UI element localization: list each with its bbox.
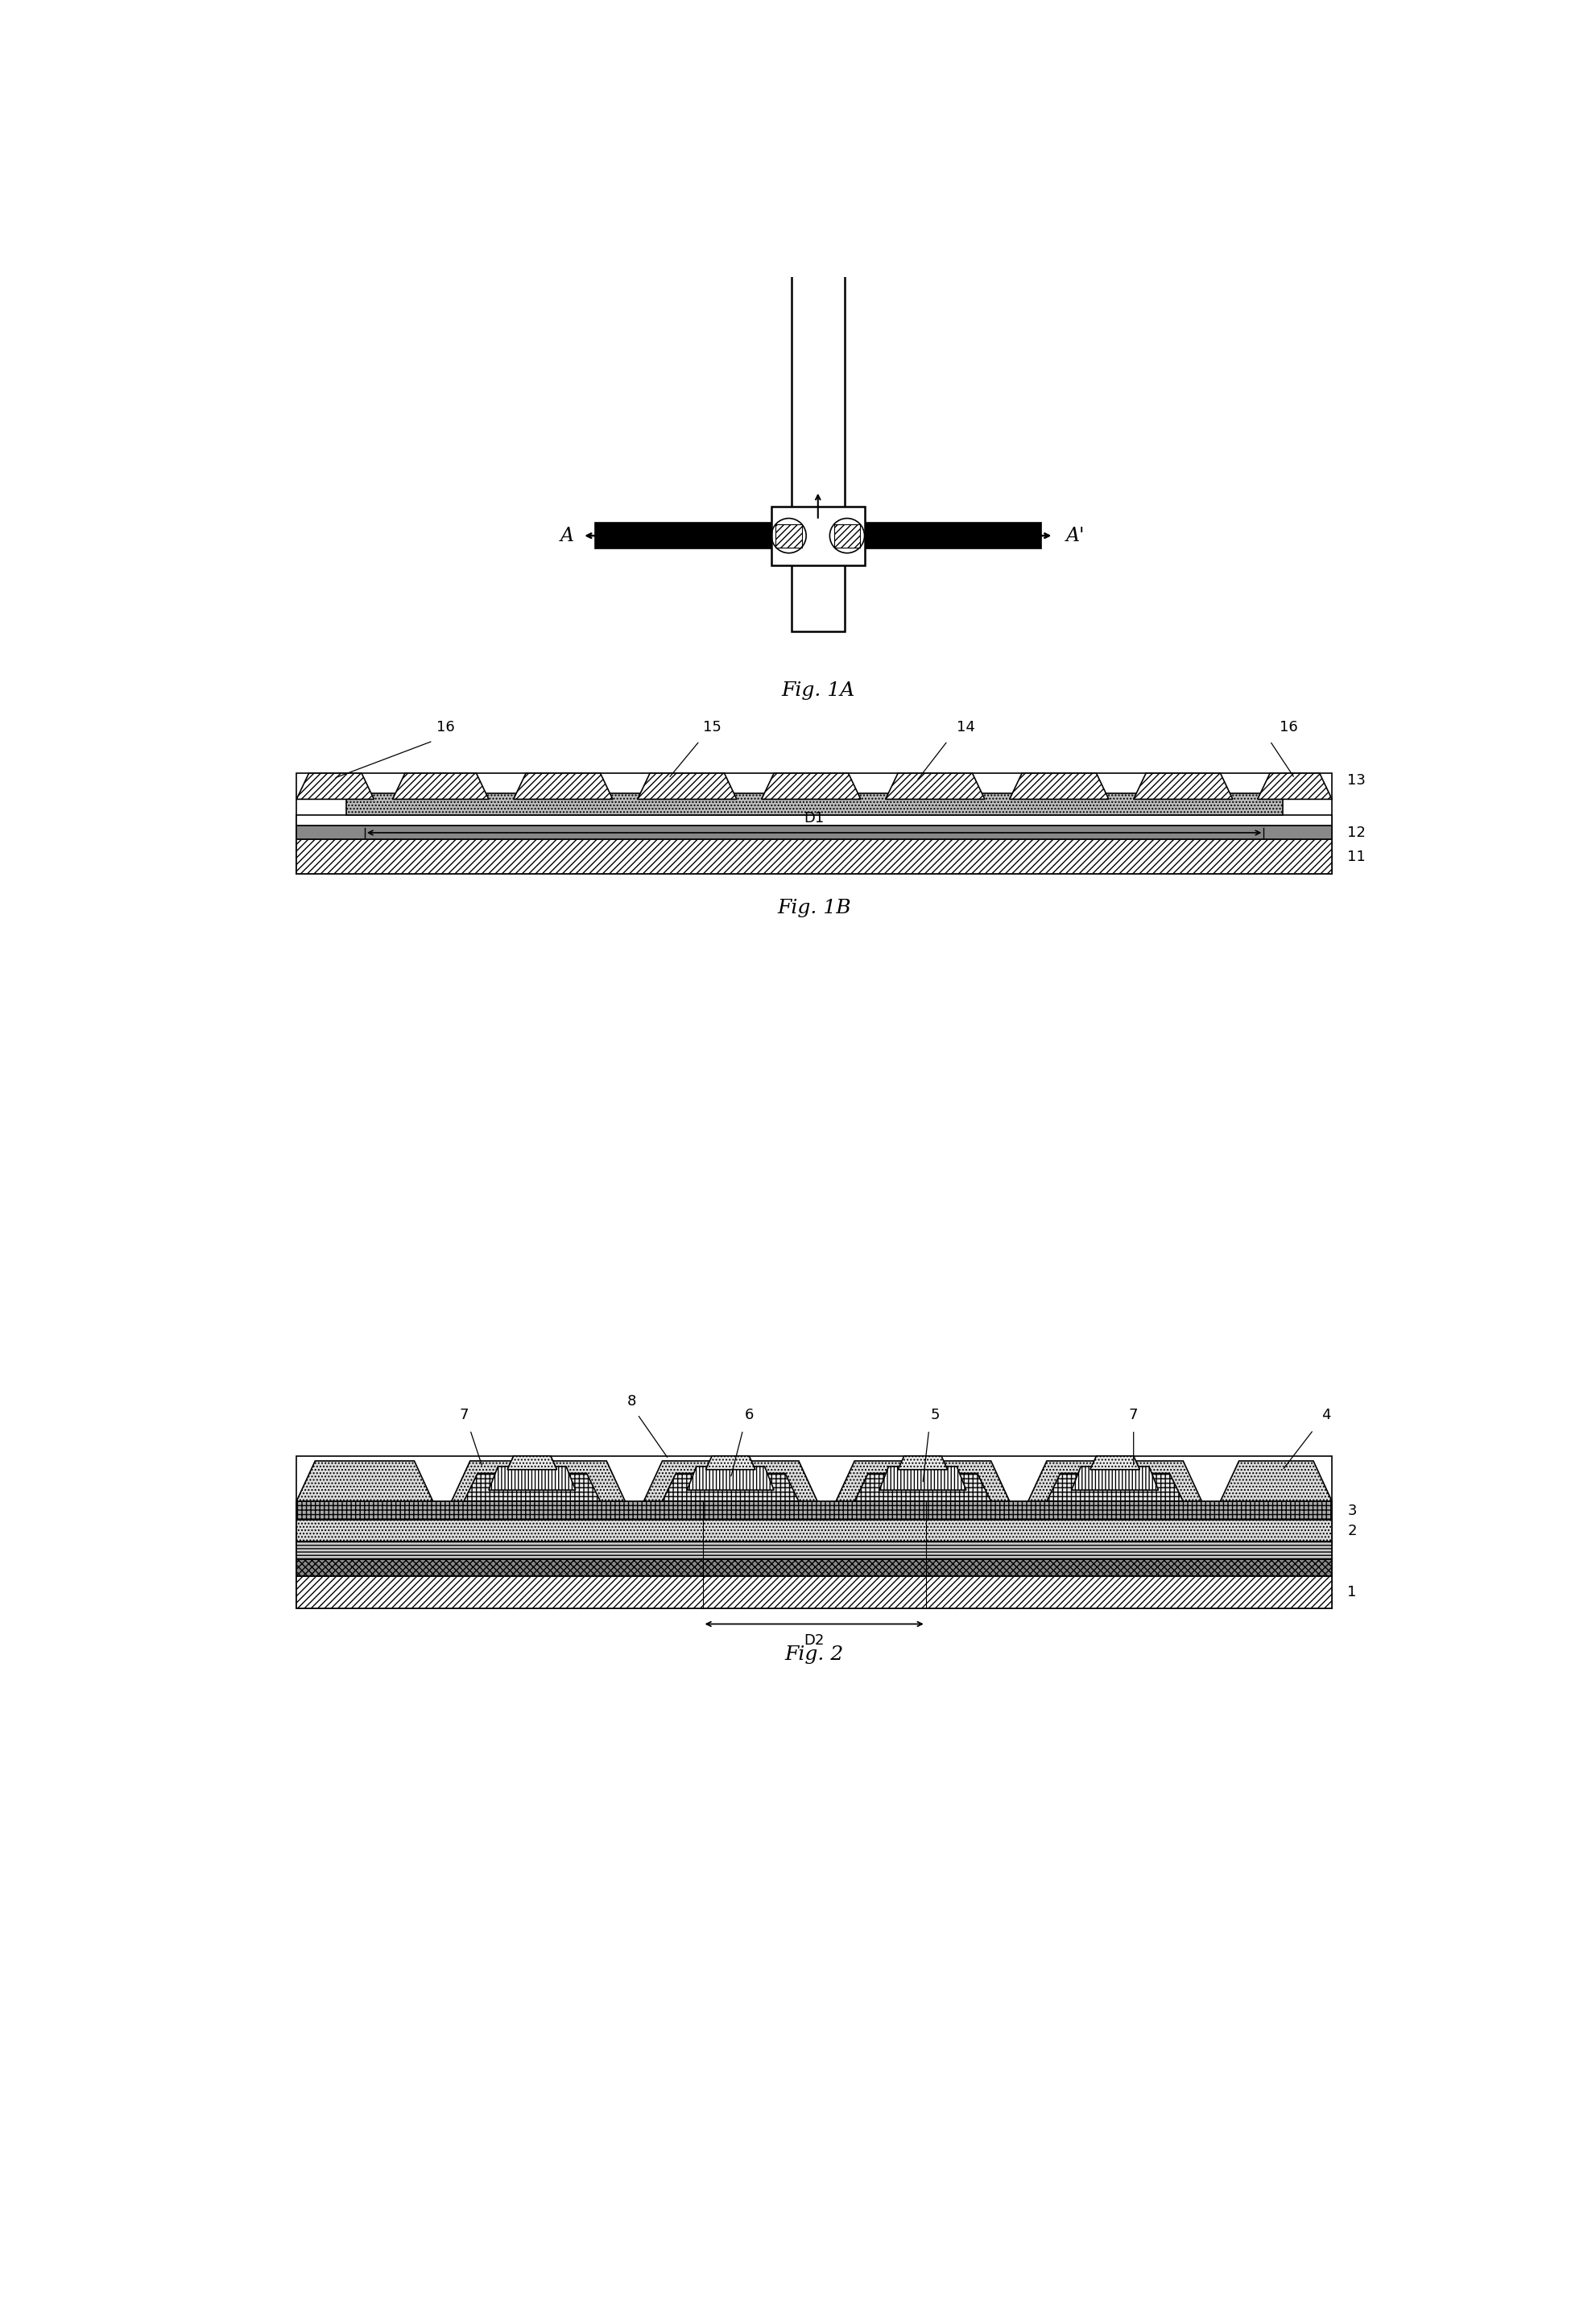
Text: 14: 14 [958, 720, 975, 734]
Bar [297, 1457, 1333, 1609]
Text: 5: 5 [930, 1408, 940, 1422]
Bar [771, 506, 865, 566]
Polygon shape [643, 1462, 817, 1501]
Bar [297, 1577, 1333, 1609]
Polygon shape [879, 1466, 966, 1489]
Bar [297, 840, 1333, 873]
Text: 6: 6 [745, 1408, 753, 1422]
Bar [346, 792, 1282, 815]
Bar [835, 524, 860, 547]
Bar [297, 827, 1333, 840]
Bar [792, 545, 844, 633]
Bar [297, 1519, 1333, 1542]
Text: Fig. 1A: Fig. 1A [780, 681, 855, 700]
Polygon shape [1010, 774, 1109, 799]
Bar [776, 524, 801, 547]
Polygon shape [705, 1457, 755, 1469]
Text: 11: 11 [1347, 850, 1366, 864]
Polygon shape [1090, 1457, 1140, 1469]
Polygon shape [297, 1462, 433, 1501]
Polygon shape [488, 1466, 576, 1489]
Text: Fig. 1B: Fig. 1B [777, 898, 851, 917]
Bar [297, 1542, 1333, 1559]
Text: 16: 16 [1280, 720, 1298, 734]
Bar [297, 1501, 1333, 1519]
Text: 7: 7 [1128, 1408, 1138, 1422]
Text: 4: 4 [1321, 1408, 1331, 1422]
Text: 8: 8 [627, 1395, 635, 1408]
Polygon shape [1133, 774, 1232, 799]
Polygon shape [1258, 774, 1333, 799]
Bar [297, 774, 1333, 873]
Text: 15: 15 [702, 720, 721, 734]
Polygon shape [854, 1473, 991, 1501]
Bar [297, 815, 1333, 827]
Polygon shape [452, 1462, 626, 1501]
Polygon shape [1221, 1462, 1333, 1501]
Text: 12: 12 [1347, 827, 1366, 840]
Polygon shape [1047, 1473, 1183, 1501]
Text: 13: 13 [1347, 774, 1366, 787]
Polygon shape [393, 774, 488, 799]
Polygon shape [1071, 1466, 1159, 1489]
Polygon shape [508, 1457, 557, 1469]
Text: Fig. 2: Fig. 2 [785, 1646, 844, 1665]
Polygon shape [514, 774, 613, 799]
Polygon shape [297, 774, 373, 799]
Bar [297, 1559, 1333, 1577]
Polygon shape [836, 1462, 1010, 1501]
Text: 1: 1 [1347, 1586, 1357, 1600]
Bar [792, 219, 844, 517]
Text: A': A' [1066, 526, 1085, 545]
Polygon shape [464, 1473, 600, 1501]
Polygon shape [662, 1473, 798, 1501]
Polygon shape [886, 774, 985, 799]
Polygon shape [1028, 1462, 1202, 1501]
Text: A: A [560, 526, 573, 545]
Polygon shape [761, 774, 860, 799]
Polygon shape [688, 1466, 774, 1489]
Text: 3: 3 [1347, 1503, 1357, 1517]
Text: D1: D1 [804, 810, 825, 824]
Text: 16: 16 [436, 720, 455, 734]
Text: 2: 2 [1347, 1524, 1357, 1538]
Polygon shape [637, 774, 737, 799]
Polygon shape [899, 1457, 948, 1469]
Text: D2: D2 [804, 1632, 825, 1649]
Bar [595, 522, 1041, 550]
Text: 7: 7 [460, 1408, 469, 1422]
